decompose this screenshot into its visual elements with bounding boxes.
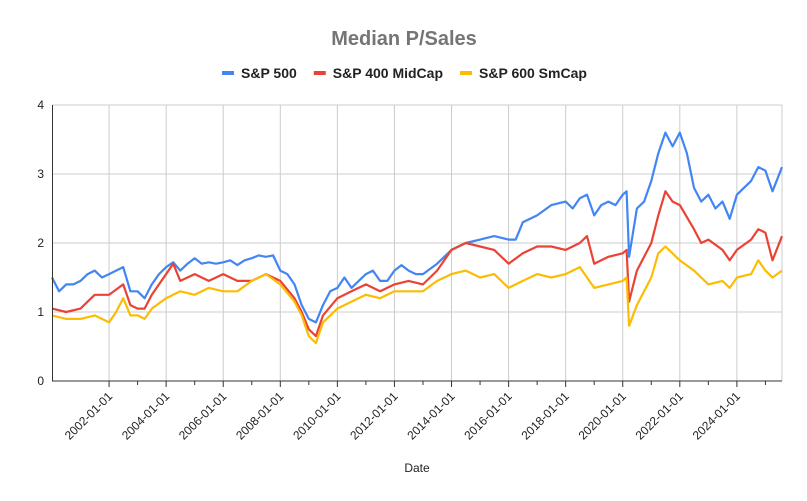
- y-tick-label: 0: [37, 374, 44, 388]
- x-tick-label: 2012-01-01: [347, 389, 401, 443]
- legend: S&P 500 S&P 400 MidCap S&P 600 SmCap: [222, 65, 587, 81]
- legend-label: S&P 600 SmCap: [479, 65, 587, 81]
- x-tick-label: 2016-01-01: [461, 389, 515, 443]
- y-tick-label: 1: [37, 305, 44, 319]
- y-tick-label: 2: [37, 236, 44, 250]
- x-axis-label: Date: [404, 461, 430, 475]
- legend-label: S&P 400 MidCap: [333, 65, 443, 81]
- grid: [52, 104, 783, 381]
- legend-item: S&P 500: [222, 65, 297, 81]
- legend-swatch: [313, 71, 326, 75]
- chart-title: Median P/Sales: [331, 28, 477, 50]
- series-lines: [51, 131, 784, 345]
- x-tick-label: 2004-01-01: [119, 389, 173, 443]
- x-tick-label: 2008-01-01: [233, 389, 287, 443]
- legend-label: S&P 500: [241, 65, 297, 81]
- x-tick-label: 2018-01-01: [518, 389, 572, 443]
- legend-item: S&P 600 SmCap: [460, 65, 587, 81]
- x-tick-label: 2020-01-01: [576, 389, 630, 443]
- x-tick-label: 2024-01-01: [690, 389, 744, 443]
- x-tick-label: 2006-01-01: [176, 389, 230, 443]
- series-line-s-p-400-midcap: [51, 190, 784, 338]
- legend-item: S&P 400 MidCap: [313, 65, 443, 81]
- x-tick-label: 2022-01-01: [633, 389, 687, 443]
- legend-swatch: [460, 71, 473, 75]
- x-tick-label: 2014-01-01: [404, 389, 458, 443]
- legend-swatch: [222, 71, 234, 75]
- y-tick-label: 4: [37, 98, 44, 112]
- x-tick-label: 2010-01-01: [290, 389, 344, 443]
- series-line-s-p-600-smcap: [51, 245, 783, 345]
- x-tick-label: 2002-01-01: [62, 389, 116, 443]
- series-line-s-p-500: [51, 131, 784, 324]
- y-tick-label: 3: [37, 167, 44, 181]
